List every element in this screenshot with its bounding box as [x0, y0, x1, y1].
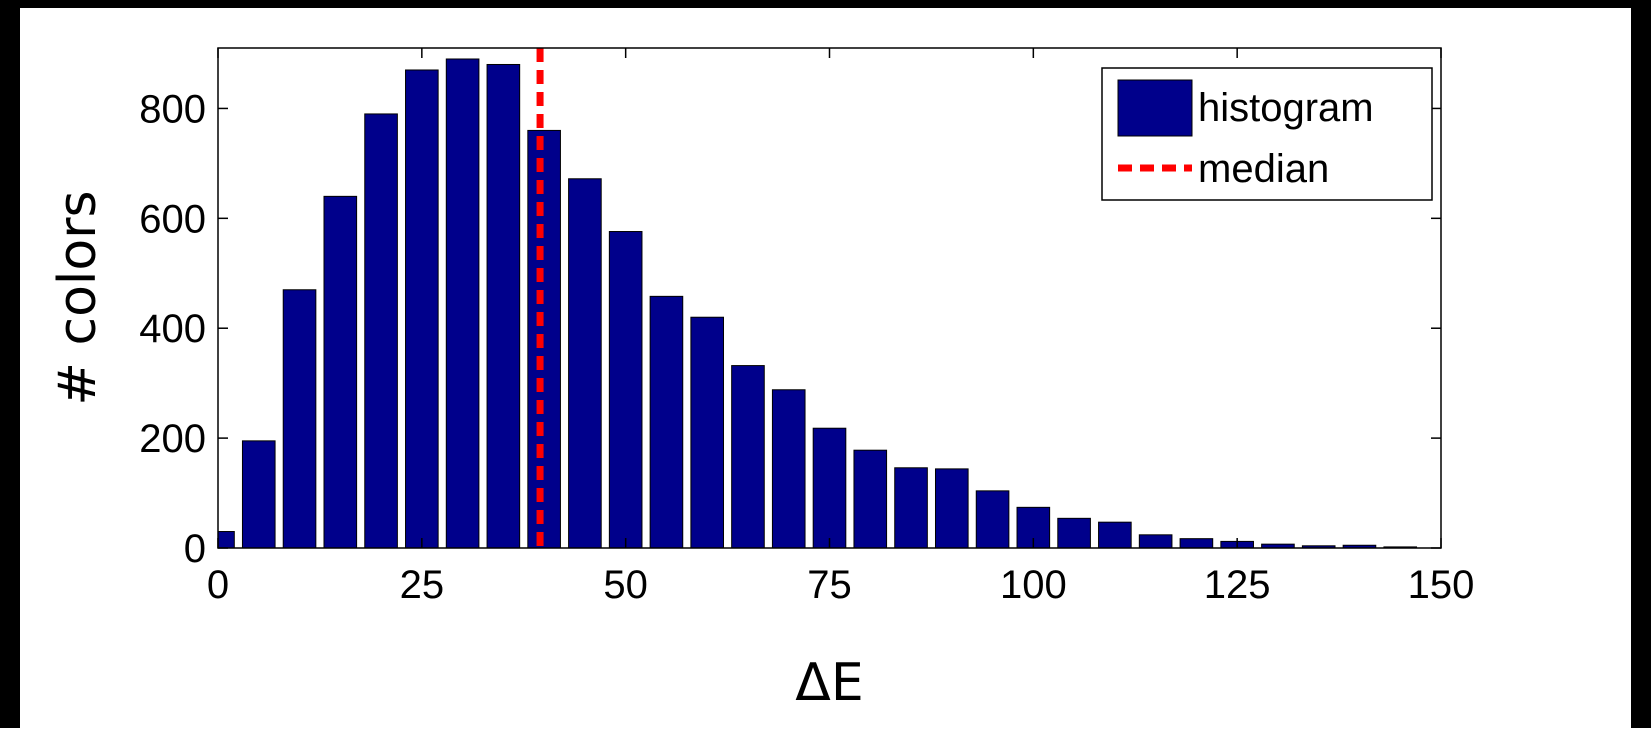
bar-65: [731, 365, 765, 549]
bar-40: [527, 129, 561, 549]
bar-55: [649, 295, 684, 549]
x-tick-label-125: 125: [1204, 563, 1271, 607]
ticks-group: 0 25 50 75 100 125 150 0 200 400 600 800: [139, 48, 1474, 607]
bar-35: [486, 63, 521, 549]
bar-115: [1138, 534, 1173, 549]
bar-85: [894, 467, 928, 549]
x-tick-label-0: 0: [207, 563, 229, 607]
y-tick-label-400: 400: [139, 307, 206, 351]
bar-70: [771, 389, 806, 549]
bar-30: [445, 58, 480, 549]
bar-25: [405, 69, 439, 549]
bar-95: [975, 490, 1010, 549]
y-axis-label: # colors: [48, 190, 108, 405]
bar-10: [282, 289, 317, 549]
x-tick-label-100: 100: [1000, 563, 1067, 607]
legend-swatch-histogram: [1117, 79, 1193, 137]
bar-75: [812, 427, 847, 549]
x-tick-label-25: 25: [400, 563, 445, 607]
bar-50: [608, 231, 643, 549]
bars-group: [217, 58, 1418, 549]
y-tick-label-800: 800: [139, 87, 206, 131]
y-tick-label-200: 200: [139, 417, 206, 461]
bar-45: [568, 178, 602, 549]
x-tick-label-75: 75: [807, 563, 852, 607]
top-border: [0, 0, 1651, 8]
x-tick-label-50: 50: [603, 563, 648, 607]
bar-120: [1179, 538, 1214, 549]
bar-0: [217, 531, 235, 549]
bar-90: [934, 468, 969, 549]
bar-105: [1057, 517, 1091, 549]
bar-110: [1098, 521, 1132, 549]
plot-area-border: [217, 47, 1442, 549]
bar-15: [323, 195, 358, 549]
y-tick-label-0: 0: [184, 527, 206, 571]
y-tick-label-600: 600: [139, 197, 206, 241]
bar-60: [690, 316, 725, 549]
legend: histogram median: [1101, 67, 1433, 201]
bar-20: [364, 113, 398, 549]
right-border: [1631, 0, 1651, 728]
legend-label-median: median: [1198, 147, 1329, 191]
bar-5: [241, 440, 276, 549]
bar-80: [853, 449, 888, 549]
x-tick-label-150: 150: [1408, 563, 1475, 607]
legend-label-histogram: histogram: [1198, 86, 1374, 130]
x-axis-label: ΔE: [795, 653, 863, 713]
left-border: [0, 0, 20, 728]
